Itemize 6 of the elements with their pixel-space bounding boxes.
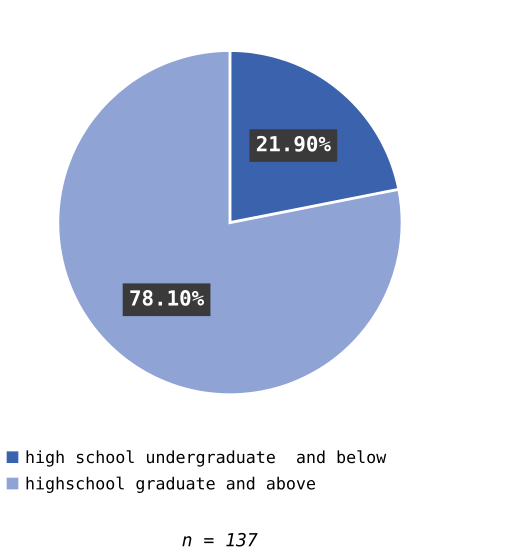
data-label: 78.10% — [130, 290, 204, 306]
data-label: 21.90% — [256, 136, 331, 152]
legend-label: high school undergraduate and below — [26, 450, 386, 467]
pie-slice — [56, 49, 404, 396]
legend-label: highschool graduate and above — [26, 476, 316, 493]
text: n = 137 — [182, 532, 258, 547]
